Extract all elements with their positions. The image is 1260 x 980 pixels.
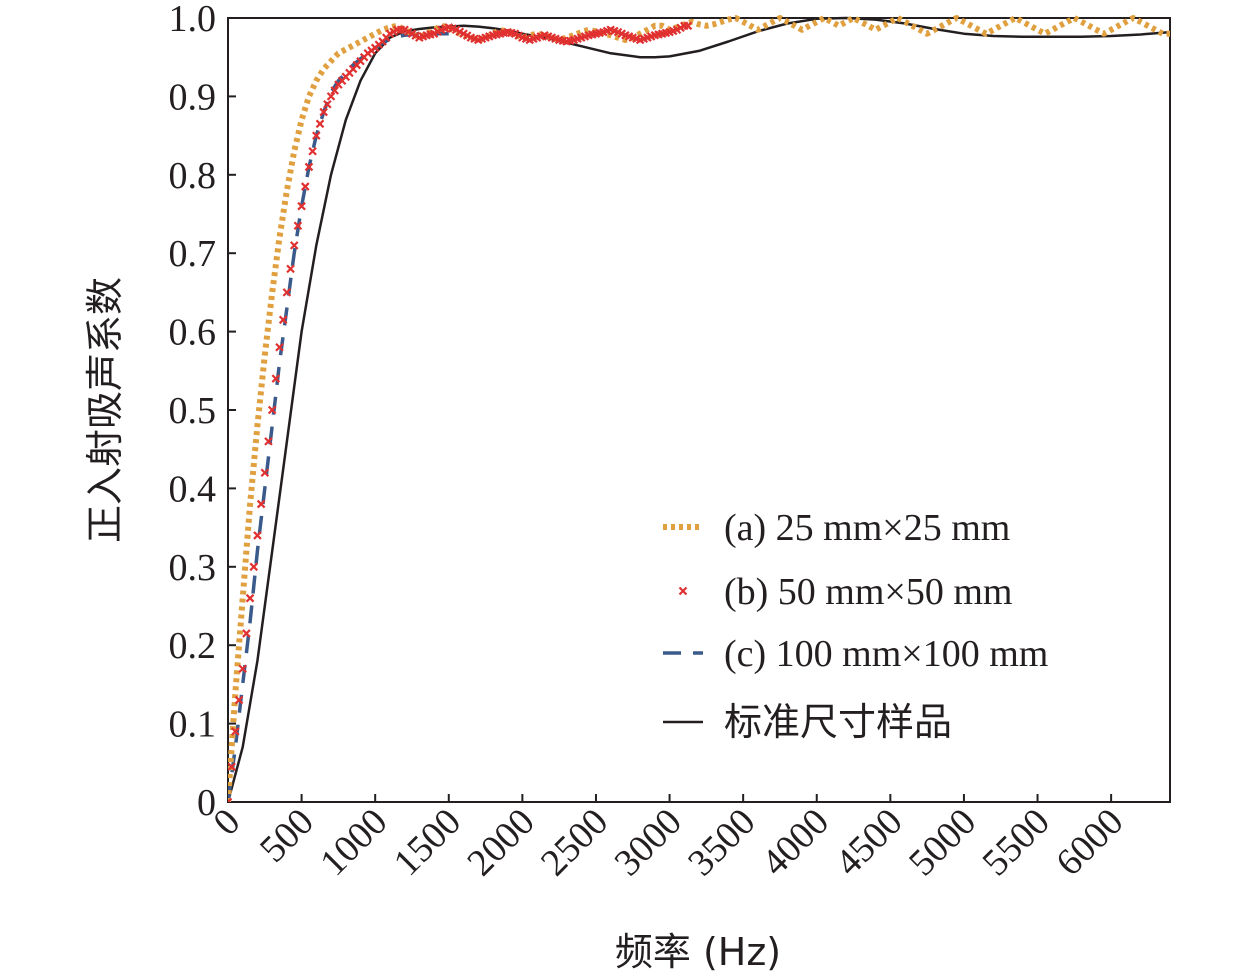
series-b-marker: [315, 119, 325, 129]
series-b-marker: [312, 131, 321, 140]
y-tick-label: 0.9: [169, 76, 217, 118]
series-b-marker: [253, 531, 262, 540]
series-b-marker: [228, 797, 233, 802]
series-b-marker: [256, 499, 266, 509]
series-b-marker: [275, 343, 284, 352]
series-b-marker: [282, 288, 292, 297]
series-b-marker: [271, 374, 281, 383]
x-tick-label: 2000: [459, 801, 542, 884]
series-b-marker: [267, 405, 277, 415]
series-a-line: [228, 15, 1170, 802]
series-b-marker: [323, 99, 332, 109]
series-b-marker: [326, 92, 336, 101]
y-tick-label: 0.4: [169, 468, 217, 510]
series-b-marker: [234, 695, 244, 705]
y-tick-label: 0.7: [169, 233, 217, 275]
legend: (a) 25 mm×25 mm (b) 50 mm×50 mm (c) 100 mm…: [663, 507, 1048, 744]
series-b-marker: [304, 162, 314, 172]
y-tick-label: 0.8: [169, 155, 217, 197]
x-tick-label: 1000: [312, 801, 395, 884]
series-b-marker: [297, 201, 306, 211]
plot-border: [227, 17, 1171, 803]
series-b-marker: [278, 315, 288, 325]
series-b-marker: [300, 182, 310, 191]
y-axis-title: 正入射吸声系数: [83, 277, 127, 543]
x-tick-label: 4500: [827, 801, 910, 884]
series-b: [228, 21, 693, 802]
x-tick-label: 5500: [974, 801, 1057, 884]
legend-label-0: (a) 25 mm×25 mm: [724, 507, 1010, 549]
plot-frame: [227, 17, 1171, 803]
series-b-marker: [293, 221, 303, 231]
x-axis-title: 频率 (Hz): [615, 930, 781, 974]
y-tick-label: 0.3: [169, 547, 217, 589]
legend-label-1: (b) 50 mm×50 mm: [724, 571, 1012, 613]
series-b-marker: [260, 468, 270, 477]
series-b-marker: [242, 629, 251, 638]
x-tick-label: 3000: [606, 801, 689, 884]
y-tick-label: 0.5: [169, 390, 217, 432]
x-tick-label: 1500: [386, 801, 469, 884]
legend-label-3: 标准尺寸样品: [724, 702, 952, 744]
series-b-marker: [249, 562, 259, 572]
series-b-marker: [238, 664, 247, 673]
series-b-marker: [264, 437, 273, 446]
x-tick-label: 5000: [901, 801, 984, 884]
y-tick-label: 1.0: [169, 0, 217, 40]
series-layer: [228, 15, 1170, 802]
series-b-marker: [286, 264, 295, 274]
series-b-marker: [245, 593, 255, 603]
legend-label-2: (c) 100 mm×100 mm: [724, 633, 1048, 675]
series-b-marker: [308, 147, 317, 156]
y-tick-label: 0: [197, 782, 216, 824]
series-b-marker: [330, 86, 339, 95]
series-b-marker: [231, 727, 240, 736]
y-tick-label: 0.1: [169, 704, 217, 746]
y-axis: 0 0.1 0.2 0.3 0.4 0.5 0.6 0.7 0.8 0.9 1.0: [169, 0, 236, 824]
series-b-marker: [228, 762, 236, 771]
series-b-marker: [319, 107, 328, 117]
x-tick-label: 6000: [1048, 801, 1131, 884]
series-standard-line: [228, 16, 1170, 802]
x-tick-label: 2500: [533, 801, 616, 884]
x-tick-label: 4000: [754, 801, 837, 884]
x-tick-label: 3500: [680, 801, 763, 884]
legend-symbol-1: [678, 586, 688, 596]
series-b-marker: [289, 241, 299, 250]
x-axis: 0 500100015002000250030003500400045005000…: [205, 794, 1131, 884]
y-tick-label: 0.2: [169, 625, 217, 667]
series-c-line: [228, 31, 464, 802]
series-b-marker: [683, 21, 693, 31]
y-tick-label: 0.6: [169, 312, 217, 354]
x-tick-label: 500: [252, 801, 322, 871]
